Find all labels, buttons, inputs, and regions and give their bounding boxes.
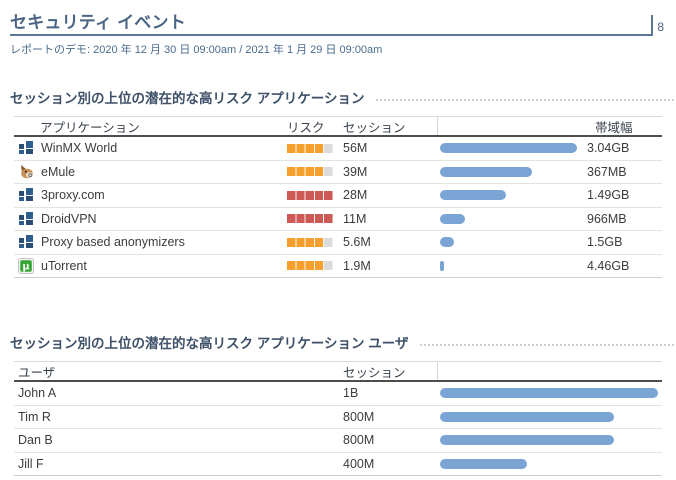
sessions-value: 11M (343, 211, 367, 226)
sessions-value: 5.6M (343, 235, 371, 250)
bandwidth-value: 367MB (587, 164, 627, 179)
sessions-bar (440, 237, 454, 248)
sessions-bar (440, 411, 615, 422)
sessions-bar (440, 435, 615, 446)
risk-meter-fill (287, 190, 333, 200)
app-name: uTorrent (41, 258, 87, 273)
col-sessions-bar (437, 362, 662, 380)
risk-meter (287, 143, 333, 153)
risk-meter-fill (287, 237, 324, 247)
col-application: アプリケーション (40, 120, 140, 135)
users-section-title: セッション別の上位の潜在的な高リスク アプリケーション ユーザ (10, 336, 409, 351)
page-header: セキュリティ イベント 8 (10, 8, 666, 36)
app-name: Proxy based anonymizers (41, 235, 185, 250)
bandwidth-value: 1.5GB (587, 235, 623, 250)
sessions-bar (440, 190, 506, 201)
sessions-value: 800M (343, 433, 375, 448)
sessions-value: 400M (343, 456, 375, 471)
users-table-header: ユーザ セッション (14, 361, 662, 382)
app-tiles-icon (18, 234, 34, 250)
page-title: セキュリティ イベント (10, 13, 186, 32)
page-number: 8 (651, 15, 666, 36)
table-row: Dan B 800M (14, 429, 662, 453)
app-name: DroidVPN (41, 211, 97, 226)
risk-meter-fill (287, 143, 324, 153)
risk-meter (287, 214, 333, 224)
risk-meter (287, 237, 333, 247)
bandwidth-value: 1.49GB (587, 188, 630, 203)
risk-meter (287, 261, 333, 271)
sessions-bar (440, 388, 658, 399)
users-table: ユーザ セッション John A 1B Tim R 800M Dan B 800… (14, 361, 662, 476)
sessions-value: 39M (343, 164, 368, 179)
risk-meter-fill (287, 167, 324, 177)
sessions-bar (440, 458, 528, 469)
user-name: Dan B (18, 433, 53, 448)
table-row: eMule 39M 367MB (14, 161, 662, 184)
col-risk: リスク (287, 120, 325, 135)
bandwidth-value: 3.04GB (587, 141, 630, 156)
utorrent-icon: µ (18, 257, 34, 274)
sessions-bar (440, 143, 577, 154)
sessions-value: 1.9M (343, 258, 371, 273)
app-tiles-icon (18, 140, 34, 156)
col-sessions-bar (437, 117, 587, 135)
risk-meter-fill (287, 214, 333, 224)
sessions-value: 56M (343, 141, 368, 156)
apps-section-header: セッション別の上位の潜在的な高リスク アプリケーション (10, 87, 674, 107)
sessions-value: 800M (343, 409, 375, 424)
svg-text:µ: µ (23, 261, 30, 272)
table-row: WinMX World 56M 3.04GB (14, 137, 662, 161)
risk-meter (287, 190, 333, 200)
title-underline: セキュリティ イベント (10, 8, 652, 36)
col-bandwidth: 帯域幅 (595, 120, 633, 135)
report-date-range: レポートのデモ: 2020 年 12 月 30 日 09:00am / 2021… (10, 44, 383, 56)
risk-meter-fill (287, 261, 324, 271)
users-section-header: セッション別の上位の潜在的な高リスク アプリケーション ユーザ (10, 332, 674, 352)
col-user: ユーザ (18, 365, 56, 380)
table-row: Jill F 400M (14, 453, 662, 476)
sessions-bar (440, 213, 465, 224)
sessions-value: 1B (343, 386, 359, 401)
sessions-bar (440, 260, 445, 271)
apps-section-title: セッション別の上位の潜在的な高リスク アプリケーション (10, 91, 365, 106)
col-sessions: セッション (343, 365, 406, 380)
user-name: Jill F (18, 456, 44, 471)
table-row: John A 1B (14, 382, 662, 406)
app-tiles-icon (18, 187, 34, 203)
dotted-leader (420, 344, 674, 346)
apps-table: アプリケーション リスク セッション 帯域幅 WinMX World 56M 3… (14, 116, 662, 278)
table-row: µ uTorrent 1.9M 4.46GB (14, 255, 662, 278)
bandwidth-value: 966MB (587, 211, 627, 226)
risk-meter (287, 167, 333, 177)
user-name: Tim R (18, 409, 51, 424)
dotted-leader (376, 99, 674, 101)
user-name: John A (18, 386, 57, 401)
table-row: Proxy based anonymizers 5.6M 1.5GB (14, 231, 662, 255)
apps-table-header: アプリケーション リスク セッション 帯域幅 (14, 116, 662, 137)
table-row: DroidVPN 11M 966MB (14, 208, 662, 231)
col-sessions: セッション (343, 120, 406, 135)
app-name: WinMX World (41, 141, 118, 156)
bandwidth-value: 4.46GB (587, 258, 630, 273)
app-name: eMule (41, 164, 76, 179)
sessions-bar (440, 166, 532, 177)
sessions-value: 28M (343, 188, 368, 203)
app-tiles-icon (18, 211, 34, 227)
table-row: 3proxy.com 28M 1.49GB (14, 184, 662, 208)
emule-donkey-icon (18, 164, 34, 180)
app-name: 3proxy.com (41, 188, 105, 203)
table-row: Tim R 800M (14, 406, 662, 429)
